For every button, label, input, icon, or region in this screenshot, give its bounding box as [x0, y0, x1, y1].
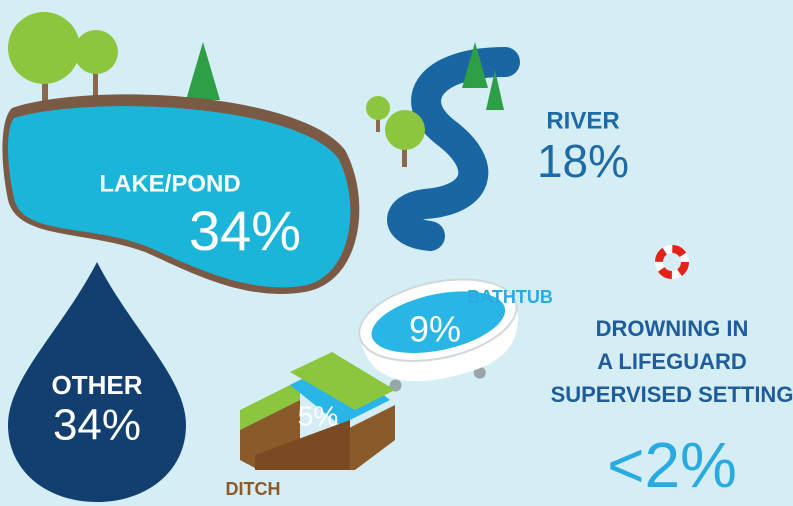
lifeguard-value: <2% [607, 429, 737, 501]
infographic: LAKE/POND 34% RIVER 18% OTHER 34% BATHTU… [0, 0, 793, 506]
river-value: 18% [537, 135, 629, 187]
tree-crown [366, 96, 390, 120]
bathtub-label: BATHTUB [467, 287, 553, 307]
lake-value: 34% [189, 199, 301, 262]
tree-crown [385, 110, 425, 150]
lifeguard-line: SUPERVISED SETTING [551, 382, 793, 407]
lake-label: LAKE/POND [99, 170, 240, 197]
page: Drowning locations {"items": [ {"label":… [0, 0, 793, 506]
other-label: OTHER [52, 370, 143, 400]
ditch-label: DITCH [226, 479, 281, 499]
other-value: 34% [53, 401, 141, 450]
lifeguard-line: DROWNING IN [596, 316, 749, 341]
tree-crown [74, 30, 118, 74]
bathtub-value: 9% [409, 309, 461, 350]
river-label: RIVER [546, 107, 619, 134]
lifeguard-line: A LIFEGUARD [597, 349, 747, 374]
ditch-value: 5% [298, 400, 338, 431]
body: LAKE/POND 34% RIVER 18% OTHER 34% BATHTU… [0, 0, 793, 506]
tree-crown [8, 12, 80, 84]
